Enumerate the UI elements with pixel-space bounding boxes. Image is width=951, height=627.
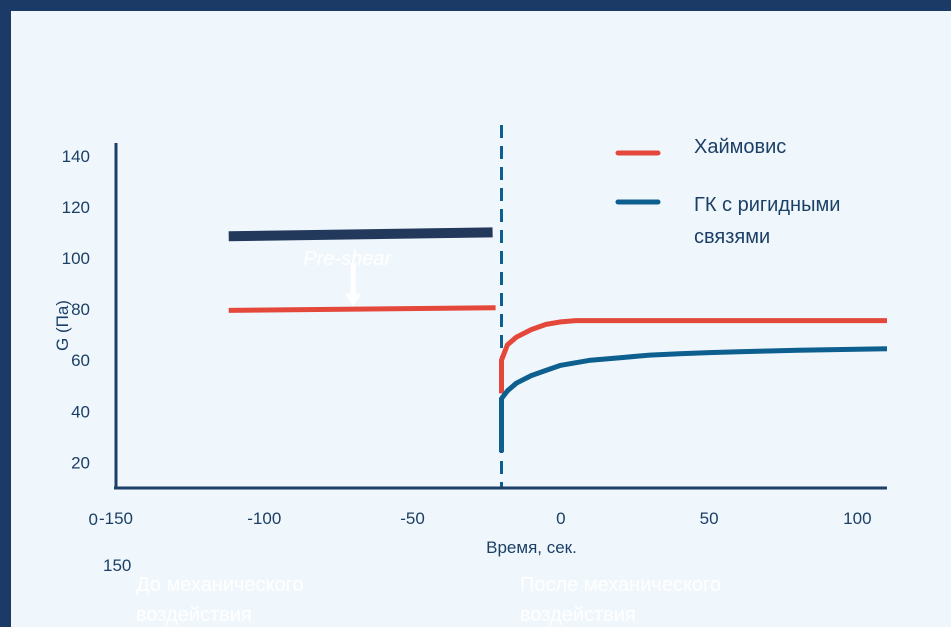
y-tick-label: 120 <box>62 198 90 217</box>
after-caption-line-1: После механического <box>520 574 721 596</box>
x-tick-label: 0 <box>556 509 565 528</box>
x-tick-label: -100 <box>247 509 281 528</box>
after-caption-line-2: воздействия <box>520 604 636 626</box>
series-line <box>499 318 887 394</box>
pre-shear-label: Pre-shear <box>303 248 392 270</box>
y-tick-label: 80 <box>71 300 90 319</box>
legend: Хаймовис ГК с ригидными связями <box>615 136 840 248</box>
arrow-head <box>345 293 362 307</box>
y-tick-label: 100 <box>62 249 90 268</box>
x-tick-label: -150 <box>99 509 133 528</box>
series-line <box>228 305 496 313</box>
before-caption-line-2: воздействия <box>136 604 252 626</box>
y-origin-label: 150 <box>103 556 131 575</box>
y-axis-title: G (Па) <box>53 300 72 351</box>
x-tick-label: 50 <box>700 509 719 528</box>
y-tick-label: 60 <box>71 351 90 370</box>
pre-shear-arrow <box>345 263 362 307</box>
x-axis-title: Время, сек. <box>486 538 577 557</box>
x-origin-label: 0 <box>89 510 98 529</box>
slide-canvas: G (Па) Время, сек. 0 150 Pre-shear До ме… <box>11 11 951 627</box>
chart: G (Па) Время, сек. 0 150 Pre-shear До ме… <box>53 125 888 626</box>
x-tick-label: 100 <box>843 509 871 528</box>
series-line <box>499 346 888 453</box>
y-tick-label: 140 <box>62 147 90 166</box>
legend-label-gk-line-2: связями <box>694 226 770 248</box>
y-tick-label: 20 <box>71 453 90 472</box>
series-line-baseline <box>228 227 493 242</box>
before-caption-line-1: До механического <box>136 574 304 596</box>
chart-marks <box>228 125 888 488</box>
x-tick-label: -50 <box>400 509 425 528</box>
legend-label-gk-line-1: ГК с ригидными <box>694 194 840 216</box>
legend-label-haimovis: Хаймовис <box>694 136 786 158</box>
y-tick-label: 40 <box>71 402 90 421</box>
